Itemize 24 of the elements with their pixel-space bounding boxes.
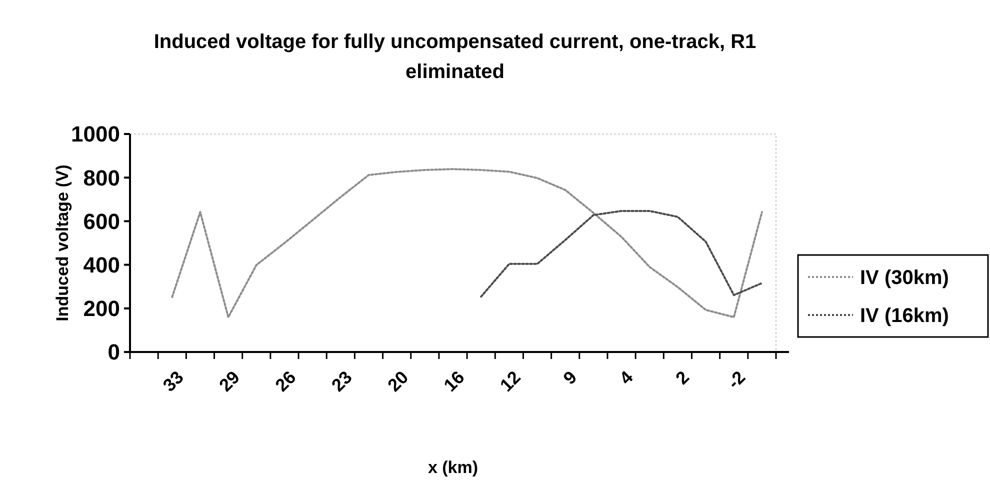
legend-label: IV (16km) bbox=[860, 305, 949, 327]
y-axis-title: Induced voltage (V) bbox=[53, 164, 72, 322]
y-tick-label: 600 bbox=[83, 208, 120, 234]
y-tick-label: 800 bbox=[83, 165, 120, 190]
y-tick-label: 1000 bbox=[71, 122, 120, 147]
x-axis-title: x (km) bbox=[428, 458, 478, 477]
x-tick-label: -2 bbox=[724, 367, 750, 393]
chart-title: Induced voltage for fully uncompensated current, one-track, R1 eliminated bbox=[154, 31, 756, 83]
x-tick-label: 4 bbox=[616, 367, 637, 388]
x-tick-label: 20 bbox=[384, 367, 412, 396]
x-tick-label: 9 bbox=[559, 367, 581, 388]
y-tick-label: 200 bbox=[83, 296, 120, 322]
line-series bbox=[171, 168, 763, 318]
y-tick-label: 400 bbox=[83, 252, 120, 278]
x-tick-label: 33 bbox=[159, 367, 188, 396]
x-tick-label: 2 bbox=[672, 367, 693, 388]
y-tick-label: 0 bbox=[108, 340, 120, 365]
x-tick-label: 23 bbox=[328, 367, 356, 396]
x-tick-label: 12 bbox=[496, 367, 524, 396]
x-tick-label: 29 bbox=[215, 367, 244, 396]
legend-label: IV (30km) bbox=[860, 267, 949, 289]
x-tick-label: 26 bbox=[271, 367, 300, 396]
line-series bbox=[480, 210, 763, 298]
x-tick-label: 16 bbox=[440, 367, 468, 396]
